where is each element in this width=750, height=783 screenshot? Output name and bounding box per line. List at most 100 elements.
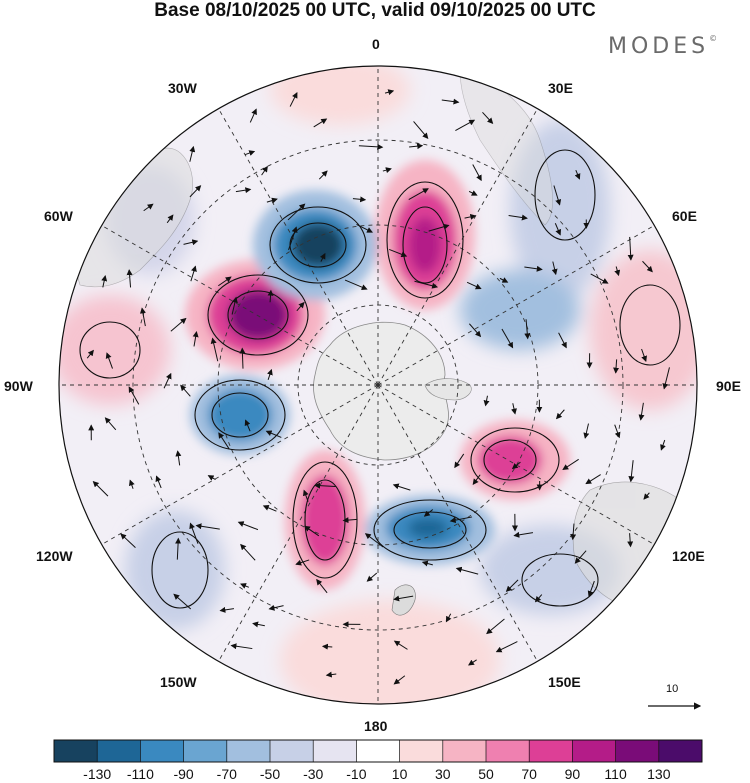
wind-vector — [505, 579, 519, 592]
wind-vector — [562, 458, 579, 471]
wind-vector — [382, 167, 392, 174]
wind-vector — [218, 276, 232, 287]
wind-vector — [428, 223, 450, 232]
wind-vector — [120, 533, 136, 548]
wind-vector — [441, 98, 460, 105]
lon-label-90e: 90E — [716, 378, 741, 394]
wind-vector — [318, 170, 328, 180]
wind-vector — [472, 474, 481, 486]
colorbar-tick-label: 130 — [647, 766, 671, 782]
wind-vector — [190, 265, 197, 282]
wind-vector — [268, 604, 284, 611]
colorbar-swatch — [572, 740, 616, 762]
wind-vector — [166, 214, 174, 224]
wind-vector — [173, 593, 192, 610]
wind-vector — [486, 618, 505, 635]
wind-vector — [195, 523, 220, 530]
wind-vector — [296, 301, 305, 312]
wind-vector — [183, 239, 199, 246]
wind-vector — [240, 583, 250, 589]
wind-vector — [408, 188, 429, 200]
wind-vector — [613, 359, 620, 374]
anomaly-pos-north — [270, 66, 410, 125]
wind-vector — [464, 213, 477, 220]
colorbar-swatch — [313, 740, 357, 762]
wind-vector — [287, 203, 306, 221]
anomaly-neg-southwest — [125, 510, 225, 630]
wind-vector — [642, 260, 653, 273]
wind-vector — [342, 517, 358, 524]
wind-vector — [413, 121, 429, 139]
colorbar-tick-label: -50 — [259, 766, 281, 782]
lon-label-0: 0 — [372, 36, 380, 52]
wind-vector — [321, 643, 333, 650]
anomaly-neg-east — [460, 270, 580, 350]
wind-vector — [393, 640, 408, 650]
wind-vector — [590, 273, 609, 284]
wind-vector — [344, 279, 368, 290]
wind-vector — [468, 323, 482, 338]
lon-label-180: 180 — [364, 718, 388, 734]
reference-vector-value: 10 — [666, 683, 679, 695]
wind-vector — [261, 165, 268, 176]
wind-vector — [314, 482, 336, 489]
wind-vector — [638, 402, 645, 421]
wind-vector — [189, 522, 199, 544]
wind-vector — [249, 108, 257, 123]
wind-vector — [325, 671, 337, 678]
wind-vector — [366, 572, 378, 582]
wind-vector — [524, 319, 531, 340]
wind-vector — [288, 226, 298, 251]
antarctica-landmass — [313, 322, 449, 461]
wind-vector — [558, 332, 567, 349]
wind-vector — [628, 460, 635, 483]
colorbar-tick-label: 70 — [521, 766, 537, 782]
colorbar-tick-label: 30 — [435, 766, 451, 782]
wind-vector — [614, 266, 621, 277]
wind-vector — [511, 461, 521, 470]
wind-vector — [468, 190, 478, 196]
wind-vector — [175, 537, 182, 560]
wind-vector — [614, 424, 621, 439]
wind-vector — [392, 483, 411, 491]
wind-vector — [207, 475, 216, 481]
wind-vector — [304, 525, 320, 537]
wind-vector — [660, 439, 666, 451]
wind-vector — [239, 347, 246, 369]
lon-label-120e: 120E — [672, 548, 705, 564]
wind-vector — [143, 203, 154, 212]
wind-vector — [483, 395, 490, 407]
wind-vector — [128, 479, 135, 489]
wind-vector — [105, 352, 113, 369]
wind-vector — [534, 594, 543, 603]
wind-vector — [170, 317, 187, 332]
wind-vector — [295, 559, 310, 566]
colorbar-tick-label: -10 — [346, 766, 367, 782]
colorbar-tick-label: 10 — [391, 766, 408, 782]
wind-vector — [627, 236, 634, 261]
wind-vector — [393, 675, 406, 685]
lon-label-150e: 150E — [548, 674, 581, 690]
wind-vector — [230, 643, 253, 650]
wind-vector — [189, 145, 196, 162]
colorbar-swatch — [226, 740, 271, 762]
wind-vector — [244, 419, 251, 432]
modes-logo: MODES© — [608, 34, 717, 59]
anomaly-pos-south — [280, 600, 500, 704]
colorbar-swatch — [615, 740, 660, 762]
colorbar-swatch — [356, 740, 400, 762]
wind-vector — [86, 349, 94, 359]
wind-vector — [356, 223, 373, 233]
wind-vector — [163, 372, 172, 389]
wind-vector — [587, 580, 595, 598]
wind-vector — [240, 543, 256, 561]
logo-mark: © — [709, 34, 718, 43]
wind-vector — [455, 119, 476, 131]
wind-vector — [262, 505, 277, 512]
colorbar-tick-label: 90 — [564, 766, 581, 782]
wind-vector — [352, 196, 367, 203]
wind-vector — [583, 423, 590, 439]
anomaly-neg-northeast — [510, 120, 610, 300]
wind-vectors — [86, 89, 670, 685]
wind-vector — [455, 566, 479, 575]
